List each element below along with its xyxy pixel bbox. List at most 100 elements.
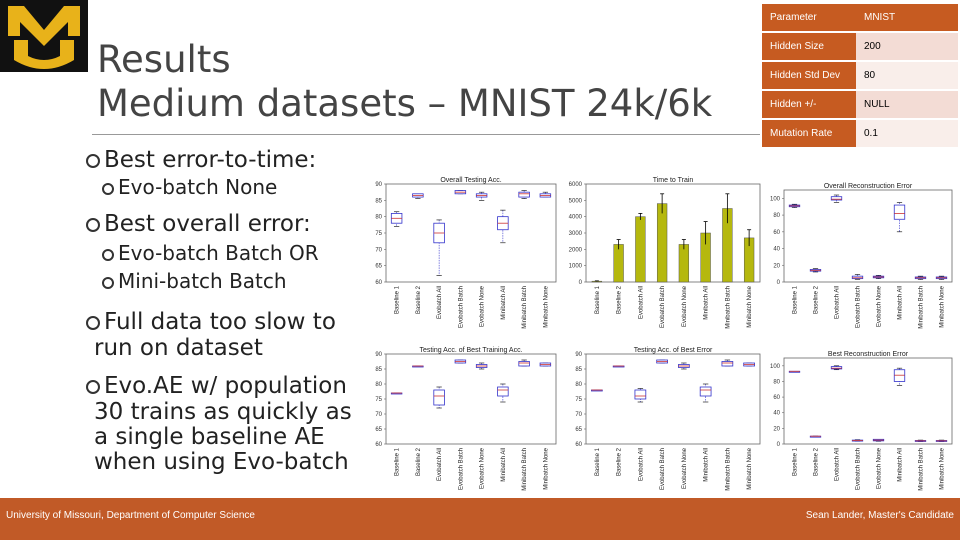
- bar: [678, 244, 690, 283]
- parameter-table: Parameter MNIST Hidden Size 200 Hidden S…: [762, 4, 958, 149]
- x-tick-label: Minibatch Batch: [725, 448, 731, 491]
- y-tick-label: 65: [375, 427, 382, 433]
- y-tick-label: 80: [773, 213, 780, 219]
- x-tick-label: Minibatch All: [704, 448, 710, 482]
- bullet-item: Full data too slow to: [86, 308, 336, 336]
- y-tick-label: 90: [375, 182, 382, 188]
- table-cell: Hidden +/-: [762, 90, 856, 120]
- box: [893, 204, 906, 220]
- table-cell: 80: [856, 61, 958, 91]
- y-tick-label: 65: [375, 264, 382, 270]
- x-tick-label: Minibatch Batch: [725, 286, 731, 329]
- x-tick-label: Minibatch None: [940, 285, 946, 327]
- x-tick-label: Evobatch Batch: [660, 286, 666, 328]
- y-tick-label: 20: [773, 263, 780, 269]
- y-tick-label: 90: [375, 352, 382, 358]
- chart-panel: Best Reconstruction Error 0 20 40 60 80 100 Bas…: [770, 351, 953, 491]
- y-tick-label: 70: [375, 412, 382, 418]
- bullet-continuation: when using Evo-batch: [94, 449, 349, 475]
- box: [830, 196, 843, 201]
- table-cell: 0.1: [856, 119, 958, 149]
- box: [634, 389, 647, 400]
- y-tick-label: 40: [773, 411, 780, 417]
- x-tick-label: Baseline 1: [793, 447, 799, 476]
- box: [699, 386, 712, 397]
- mizzou-logo-icon: [0, 0, 88, 72]
- y-tick-label: 100: [770, 196, 781, 202]
- y-tick-label: 70: [375, 247, 382, 253]
- y-tick-label: 4000: [569, 215, 583, 221]
- university-logo: [0, 0, 88, 72]
- bullet-circle-icon: [102, 183, 114, 195]
- chart-panel: Testing Acc. of Best Training Acc. 60 65 70…: [375, 347, 557, 491]
- y-tick-label: 60: [575, 442, 582, 448]
- x-tick-label: Minibatch All: [898, 286, 904, 320]
- y-tick-label: 75: [375, 231, 382, 237]
- y-tick-label: 75: [575, 397, 582, 403]
- table-row: Mutation Rate 0.1: [762, 119, 958, 149]
- plot-frame: [783, 189, 953, 283]
- x-tick-label: Minibatch Batch: [919, 448, 925, 491]
- x-tick-label: Baseline 1: [395, 447, 401, 476]
- chart-panel: Overall Reconstruction Error 0 20 40 60 80 100…: [770, 183, 953, 329]
- y-tick-label: 85: [575, 367, 582, 373]
- x-tick-label: Baseline 2: [617, 285, 623, 314]
- plot-frame: [783, 357, 953, 445]
- y-tick-label: 60: [375, 442, 382, 448]
- sub-bullet-item: Evo-batch None: [102, 174, 277, 200]
- chart-panel: Overall Testing Acc. 60 65 70 75 80 85 90 Baseli…: [375, 177, 557, 329]
- table-row: Hidden +/- NULL: [762, 90, 958, 120]
- y-tick-label: 20: [773, 426, 780, 432]
- y-tick-label: 80: [575, 382, 582, 388]
- table-cell: Parameter: [762, 4, 856, 33]
- plot-frame: [585, 183, 761, 283]
- bullet-item: Best overall error:: [86, 210, 311, 238]
- table-cell: Hidden Size: [762, 32, 856, 62]
- table-cell: 200: [856, 32, 958, 62]
- chart-panel: Testing Acc. of Best Error 60 65 70 75 80 85 90…: [575, 347, 761, 491]
- x-tick-label: Evobatch None: [877, 447, 883, 489]
- table-row: Hidden Std Dev 80: [762, 61, 958, 91]
- x-tick-label: Evobatch Batch: [856, 448, 862, 490]
- x-tick-label: Baseline 1: [595, 285, 601, 314]
- box: [851, 275, 864, 280]
- y-tick-label: 60: [773, 230, 780, 236]
- y-tick-label: 0: [579, 280, 583, 286]
- title-line-1: Results: [97, 38, 231, 81]
- y-tick-label: 90: [575, 352, 582, 358]
- x-tick-label: Baseline 1: [395, 285, 401, 314]
- x-tick-label: Evobatch All: [835, 286, 841, 319]
- bullet-circle-icon: [86, 380, 100, 394]
- bullet-item: Best error-to-time:: [86, 146, 316, 174]
- x-tick-label: Evobatch None: [877, 285, 883, 327]
- chart-title: Testing Acc. of Best Error: [634, 347, 713, 354]
- x-tick-label: Baseline 2: [416, 285, 422, 314]
- footer-bar: University of Missouri, Department of Co…: [0, 498, 960, 540]
- y-tick-label: 65: [575, 427, 582, 433]
- box: [518, 361, 530, 367]
- chart-title: Time to Train: [653, 177, 694, 184]
- x-tick-label: Evobatch Batch: [458, 286, 464, 328]
- x-tick-label: Minibatch None: [543, 447, 549, 489]
- footer-right-text: Sean Lander, Master's Candidate: [805, 510, 954, 521]
- box: [721, 361, 734, 367]
- x-tick-label: Minibatch All: [704, 286, 710, 320]
- x-tick-label: Baseline 2: [814, 447, 820, 476]
- y-tick-label: 60: [773, 395, 780, 401]
- x-tick-label: Evobatch Batch: [458, 448, 464, 490]
- y-tick-label: 100: [770, 364, 781, 370]
- x-tick-label: Minibatch All: [898, 448, 904, 482]
- x-tick-label: Evobatch All: [638, 448, 644, 481]
- box: [433, 389, 445, 406]
- x-tick-label: Baseline 2: [814, 285, 820, 314]
- x-tick-label: Evobatch Batch: [856, 286, 862, 328]
- x-tick-label: Minibatch All: [501, 286, 507, 320]
- title-line-2: Medium datasets – MNIST 24k/6k: [97, 82, 713, 125]
- footer-left-text: University of Missouri, Department of Co…: [6, 510, 255, 521]
- y-tick-label: 80: [375, 382, 382, 388]
- y-tick-label: 40: [773, 247, 780, 253]
- bar: [656, 203, 668, 283]
- x-tick-label: Minibatch None: [747, 447, 753, 489]
- chart-title: Best Reconstruction Error: [828, 351, 909, 358]
- x-tick-label: Baseline 2: [617, 447, 623, 476]
